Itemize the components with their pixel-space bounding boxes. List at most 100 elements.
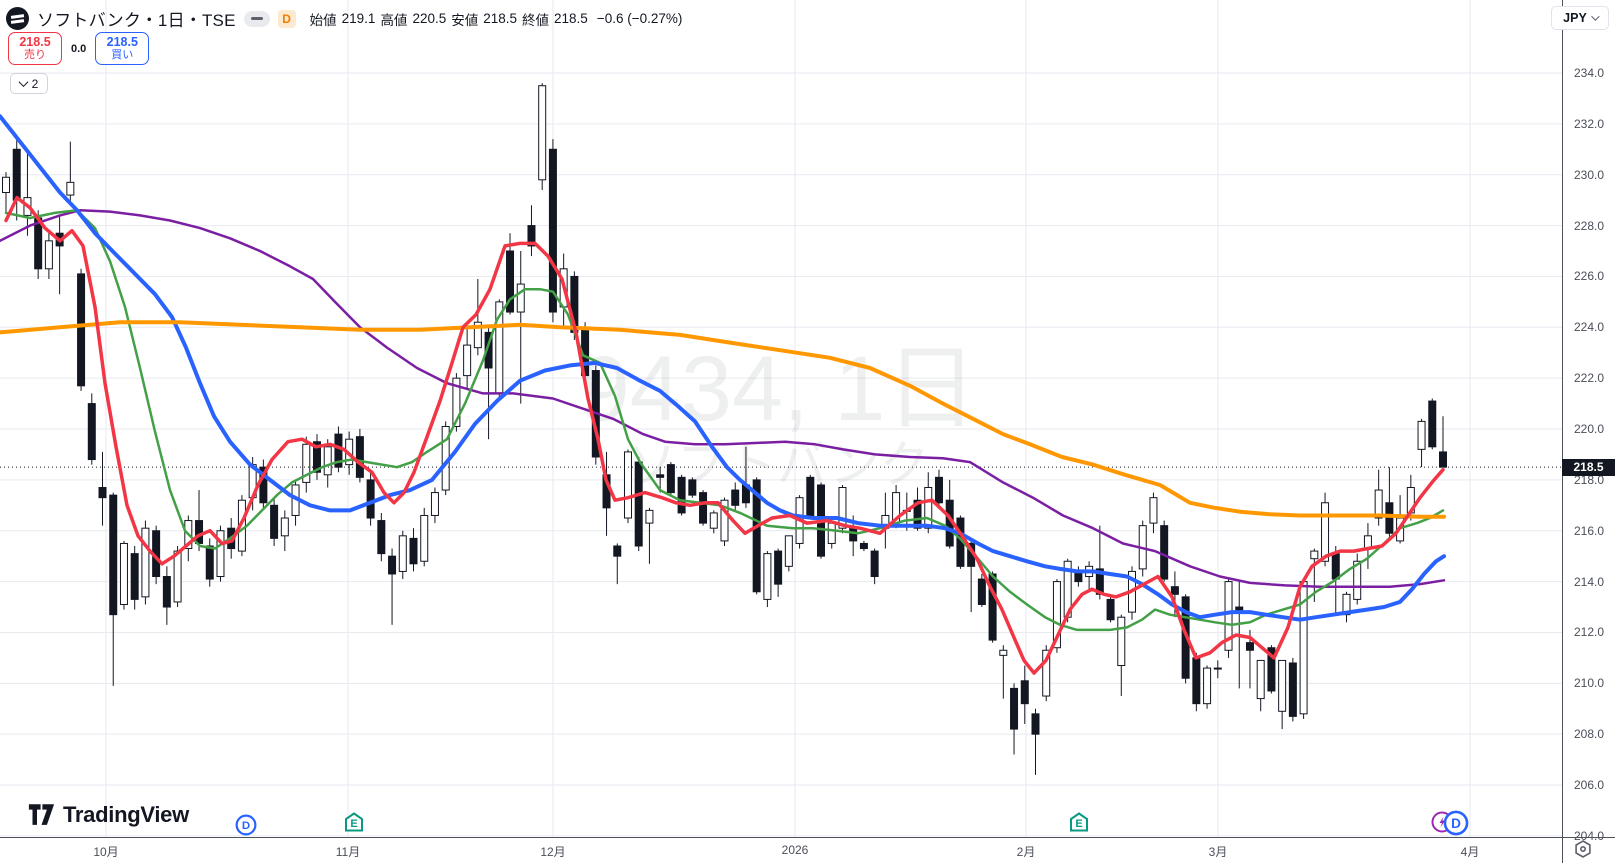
- ma-line-ma-red: [4, 195, 1445, 675]
- candle-up: [538, 85, 547, 181]
- candle-up: [1224, 581, 1233, 651]
- price-tick-label: 220.0: [1573, 422, 1605, 437]
- price-tick-label: 226.0: [1573, 269, 1605, 284]
- candle-up: [763, 553, 772, 600]
- svg-text:9434, 1日: 9434, 1日: [579, 338, 978, 440]
- price-axis[interactable]: 234.0 232.0 230.0 228.0 226.0 224.0 222.0 220.0…: [1563, 0, 1615, 863]
- sell-price: 218.5: [19, 34, 51, 49]
- candle-up: [66, 181, 75, 196]
- candle-up: [1321, 502, 1330, 562]
- tradingview-logo-icon: [28, 804, 55, 825]
- candle-up: [1256, 659, 1265, 700]
- axis-settings-gear-icon[interactable]: [1573, 839, 1593, 859]
- buy-button[interactable]: 218.5 買い: [95, 32, 150, 65]
- candle-up: [1310, 550, 1319, 560]
- candle-down: [859, 542, 868, 550]
- candle-up: [709, 512, 718, 529]
- symbol-header: ソフトバンク・1日・TSE D 始値 219.1 高値 220.5 安値 218…: [6, 6, 682, 31]
- svg-text:E: E: [350, 818, 357, 830]
- candle-up: [473, 321, 482, 349]
- dividend-marker-icon[interactable]: D: [1443, 810, 1469, 836]
- candle-down: [205, 545, 214, 580]
- trade-panel: 218.5 売り 0.0 218.5 買い: [8, 32, 150, 65]
- candle-up: [420, 514, 429, 562]
- low-label: 安値: [451, 12, 479, 28]
- candle-down: [312, 441, 321, 473]
- dividend-marker-icon[interactable]: D: [235, 814, 257, 836]
- candle-down: [366, 479, 375, 519]
- candle-down: [1245, 642, 1254, 651]
- candle-down: [1439, 451, 1447, 468]
- candle-down: [870, 550, 879, 578]
- candle-down: [98, 487, 107, 499]
- open-label: 始値: [309, 12, 337, 28]
- tradingview-branding[interactable]: TradingView: [28, 802, 189, 828]
- currency-label: JPY: [1563, 11, 1587, 25]
- price-tick-label: 208.0: [1573, 727, 1605, 742]
- price-tick-label: 210.0: [1573, 676, 1605, 691]
- change-value: −0.6 (−0.27%): [596, 11, 683, 26]
- indicators-collapse-button[interactable]: 2: [10, 73, 48, 94]
- earnings-marker-icon[interactable]: E: [344, 812, 364, 832]
- currency-selector[interactable]: JPY: [1551, 6, 1609, 30]
- candle-down: [409, 537, 418, 565]
- symbol-title[interactable]: ソフトバンク・1日・TSE: [37, 11, 236, 30]
- candle-down: [1288, 662, 1297, 717]
- price-tick-label: 204.0: [1573, 828, 1605, 843]
- candle-up: [280, 517, 289, 537]
- candle-down: [1160, 525, 1169, 580]
- candle-down: [613, 545, 622, 557]
- candle-down: [1020, 680, 1029, 705]
- buy-label: 買い: [111, 49, 134, 62]
- candle-down: [752, 479, 761, 593]
- buy-price: 218.5: [106, 34, 138, 49]
- svg-text:E: E: [1075, 818, 1082, 830]
- price-tick-label: 224.0: [1573, 320, 1605, 335]
- candle-down: [34, 217, 43, 270]
- candle-up: [302, 443, 311, 483]
- candle-up: [924, 487, 933, 529]
- candle-down: [109, 494, 118, 616]
- time-tick-label: 11月: [335, 845, 361, 859]
- high-value: 220.5: [412, 11, 447, 26]
- candle-down: [806, 476, 815, 516]
- candle-up: [1278, 659, 1287, 712]
- candle-down: [988, 573, 997, 641]
- earnings-marker-icon[interactable]: E: [1069, 812, 1089, 832]
- price-tick-label: 228.0: [1573, 218, 1605, 233]
- candle-up: [784, 535, 793, 567]
- close-label: 終値: [522, 12, 550, 28]
- candle-up: [1149, 497, 1158, 524]
- candle-up: [1353, 560, 1362, 600]
- time-axis[interactable]: 10月 11月 12月 2026 2月 3月 4月: [0, 838, 1563, 863]
- high-label: 高値: [380, 12, 408, 28]
- price-tick-label: 230.0: [1573, 167, 1605, 182]
- candle-up: [1117, 616, 1126, 667]
- price-tick-label: 234.0: [1573, 66, 1605, 80]
- candle-up: [323, 446, 332, 476]
- candle-down: [731, 489, 740, 506]
- candle-up: [1213, 667, 1222, 670]
- candle-down: [388, 555, 397, 575]
- interval-badge[interactable]: D: [277, 9, 296, 28]
- candle-up: [1203, 667, 1212, 705]
- candle-down: [506, 250, 515, 313]
- svg-text:D: D: [242, 820, 250, 832]
- last-price-badge: 218.5: [1562, 458, 1615, 476]
- market-status-icon[interactable]: [243, 10, 270, 27]
- candle-down: [699, 492, 708, 524]
- candle-up: [1052, 581, 1061, 649]
- sell-button[interactable]: 218.5 売り: [8, 32, 62, 65]
- candle-down: [484, 331, 493, 369]
- ohlc-values: 始値 219.1 高値 220.5 安値 218.5 終値 218.5 −0.6…: [310, 9, 683, 29]
- candle-down: [634, 461, 643, 547]
- sell-label: 売り: [24, 49, 46, 62]
- time-tick-label: 3月: [1208, 845, 1228, 859]
- time-tick-label: 12月: [540, 845, 566, 859]
- candle-down: [1267, 647, 1276, 692]
- softbank-logo-icon[interactable]: [6, 7, 29, 30]
- candle-up: [516, 283, 525, 313]
